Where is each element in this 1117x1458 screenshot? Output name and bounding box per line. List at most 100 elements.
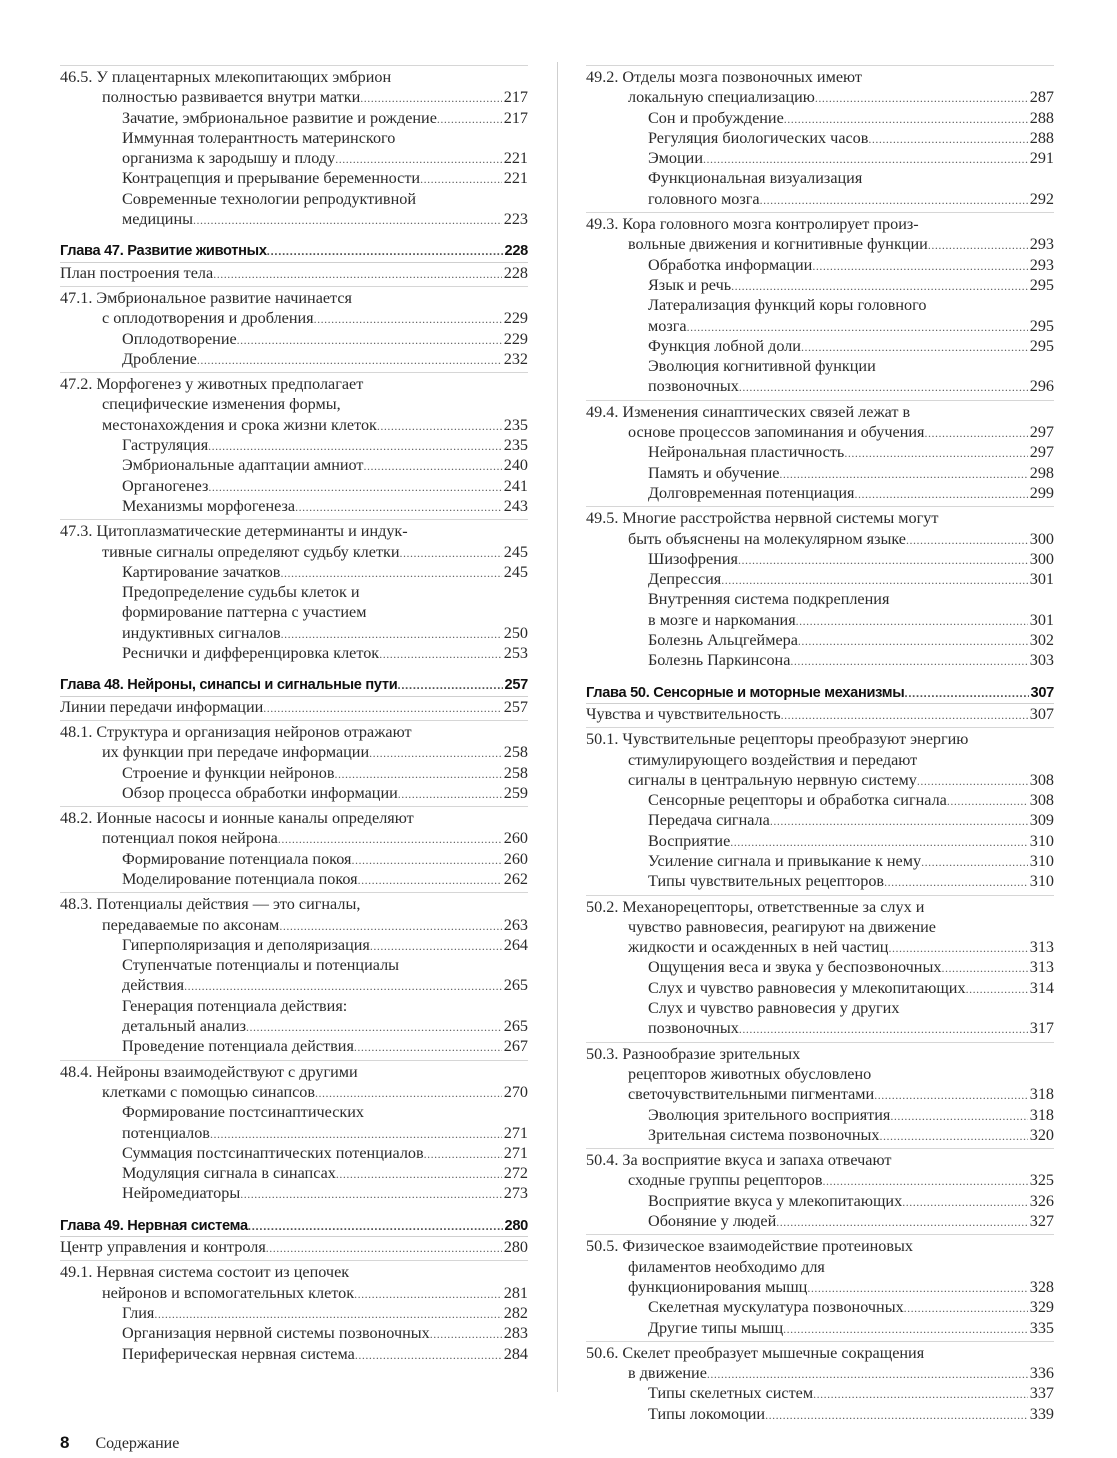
toc-entry-sub[interactable]: Контрацепция и прерывание беременности 22… [60, 168, 528, 188]
toc-entry-sub[interactable]: Внутренняя система подкрепления в мозге и… [586, 589, 1054, 630]
toc-entry-intro[interactable]: Чувства и чувствительность 307 [586, 704, 1054, 724]
toc-entry-sub[interactable]: Слух и чувство равновесия у других позвон… [586, 998, 1054, 1039]
toc-entry-section[interactable]: 47.1. Эмбриональное развитие начинается с… [60, 285, 528, 329]
toc-entry-sub[interactable]: Сенсорные рецепторы и обработка сигнала 3… [586, 790, 1054, 810]
toc-entry-sub[interactable]: Латерализация функций коры головного мозг… [586, 295, 1054, 336]
toc-entry-section[interactable]: 49.5. Многие расстройства нервной систем… [586, 506, 1054, 549]
toc-entry-chapter[interactable]: Глава 49. Нервная система 280 [60, 1216, 528, 1238]
toc-entry-section[interactable]: 50.1. Чувствительные рецепторы преобразу… [586, 727, 1054, 790]
toc-entry-intro[interactable]: План построения тела 228 [60, 263, 528, 283]
toc-entry-section[interactable]: 49.3. Кора головного мозга контролирует … [586, 212, 1054, 255]
toc-entry-sub[interactable]: Строение и функции нейронов 258 [60, 763, 528, 783]
toc-entry-sub[interactable]: Предопределение судьбы клеток и формирова… [60, 582, 528, 643]
toc-entry-sub[interactable]: Болезнь Альцгеймера 302 [586, 630, 1054, 650]
toc-entry-sub[interactable]: Нейрональная пластичность 297 [586, 442, 1054, 462]
toc-entry-section[interactable]: 49.1. Нервная система состоит из цепочек… [60, 1260, 528, 1303]
toc-entry-sub[interactable]: Обработка информации 293 [586, 255, 1054, 275]
toc-entry-sub[interactable]: Генерация потенциала действия: детальный … [60, 996, 528, 1037]
toc-entry-line: клетками с помощью синапсов 270 [60, 1082, 528, 1102]
toc-entry-sub[interactable]: Эмоции 291 [586, 148, 1054, 168]
toc-entry-sub[interactable]: Формирование постсинаптических потенциало… [60, 1102, 528, 1143]
toc-entry-sub[interactable]: Модуляция сигнала в синапсах 272 [60, 1163, 528, 1183]
toc-entry-sub[interactable]: Гаструляция 235 [60, 435, 528, 455]
toc-entry-intro[interactable]: Центр управления и контроля 280 [60, 1237, 528, 1257]
toc-entry-section[interactable]: 49.2. Отделы мозга позвоночных имеют лока… [586, 65, 1054, 108]
toc-entry-sub[interactable]: Гиперполяризация и деполяризация 264 [60, 935, 528, 955]
toc-page-number: 295 [1029, 275, 1054, 294]
toc-entry-sub[interactable]: Иммунная толерантность материнского орган… [60, 128, 528, 169]
toc-entry-sub[interactable]: Депрессия 301 [586, 569, 1054, 589]
toc-entry-sub[interactable]: Усиление сигнала и привыкание к нему 310 [586, 851, 1054, 871]
toc-entry-sub[interactable]: Функция лобной доли 295 [586, 336, 1054, 356]
toc-entry-section[interactable]: 50.5. Физическое взаимодействие протеино… [586, 1234, 1054, 1297]
toc-entry-section[interactable]: 50.6. Скелет преобразует мышечные сокращ… [586, 1340, 1054, 1384]
toc-entry-sub[interactable]: Другие типы мышц 335 [586, 1318, 1054, 1338]
toc-entry-sub[interactable]: Ступенчатые потенциалы и потенциалы дейст… [60, 955, 528, 996]
toc-entry-section[interactable]: 48.1. Структура и организация нейронов о… [60, 719, 528, 763]
toc-entry-sub[interactable]: Проведение потенциала действия 267 [60, 1036, 528, 1056]
toc-entry-section[interactable]: 47.3. Цитоплазматические детерминанты и … [60, 519, 528, 562]
toc-entry-sub[interactable]: Обоняние у людей 327 [586, 1211, 1054, 1231]
toc-entry-sub[interactable]: Типы локомоции 339 [586, 1404, 1054, 1424]
toc-entry-sub[interactable]: Эмбриональные адаптации амниот 240 [60, 455, 528, 475]
toc-entry-section[interactable]: 48.3. Потенциалы действия — это сигналы,… [60, 892, 528, 935]
toc-entry-sub[interactable]: Долговременная потенциация 299 [586, 483, 1054, 503]
toc-entry-sub[interactable]: Механизмы морфогенеза 243 [60, 496, 528, 516]
toc-entry-sub[interactable]: Типы скелетных систем 337 [586, 1383, 1054, 1403]
toc-entry-sub[interactable]: Современные технологии репродуктивной мед… [60, 189, 528, 230]
toc-entry-section[interactable]: 49.4. Изменения синаптических связей леж… [586, 399, 1054, 443]
toc-entry-sub[interactable]: Реснички и дифференцировка клеток 253 [60, 643, 528, 663]
toc-page-number: 325 [1029, 1171, 1054, 1190]
toc-entry-sub[interactable]: Память и обучение 298 [586, 463, 1054, 483]
toc-entry-sub[interactable]: Зрительная система позвоночных 320 [586, 1125, 1054, 1145]
toc-entry-sub[interactable]: Оплодотворение 229 [60, 329, 528, 349]
toc-entry-section[interactable]: 46.5. У плацентарных млекопитающих эмбри… [60, 65, 528, 108]
toc-entry-sub[interactable]: Эволюция зрительного восприятия 318 [586, 1105, 1054, 1125]
toc-entry-sub[interactable]: Типы чувствительных рецепторов 310 [586, 871, 1054, 891]
toc-entry-sub[interactable]: Функциональная визуализация головного моз… [586, 168, 1054, 209]
toc-entry-section[interactable]: 47.2. Морфогенез у животных предполагает… [60, 372, 528, 435]
toc-entry-sub[interactable]: Нейромедиаторы 273 [60, 1183, 528, 1203]
toc-page-number: 313 [1029, 958, 1054, 977]
toc-entry-chapter[interactable]: Глава 50. Сенсорные и моторные механизмы… [586, 683, 1054, 704]
toc-entry-sub[interactable]: Обзор процесса обработки информации 259 [60, 783, 528, 803]
toc-entry-sub[interactable]: Болезнь Паркинсона 303 [586, 650, 1054, 670]
toc-entry-sub[interactable]: Сон и пробуждение 288 [586, 108, 1054, 128]
toc-entry-sub[interactable]: Шизофрения 300 [586, 549, 1054, 569]
toc-entry-sub[interactable]: Восприятие 310 [586, 831, 1054, 851]
toc-entry-sub[interactable]: Дробление 232 [60, 349, 528, 369]
toc-entry-line: Реснички и дифференцировка клеток 253 [60, 643, 528, 663]
toc-entry-chapter[interactable]: Глава 47. Развитие животных 228 [60, 241, 528, 263]
toc-entry-chapter[interactable]: Глава 48. Нейроны, синапсы и сигнальные … [60, 675, 528, 697]
toc-entry-title: Модуляция сигнала в синапсах [122, 1164, 336, 1183]
toc-entry-sub[interactable]: Ощущения веса и звука у беспозвоночных 31… [586, 957, 1054, 977]
toc-entry-sub[interactable]: Моделирование потенциала покоя 262 [60, 869, 528, 889]
toc-entry-sub[interactable]: Органогенез 241 [60, 476, 528, 496]
toc-entry-sub[interactable]: Передача сигнала 309 [586, 810, 1054, 830]
toc-entry-intro[interactable]: Линии передачи информации 257 [60, 697, 528, 717]
toc-entry-title: локальную специализацию [628, 88, 815, 107]
toc-entry-title: Моделирование потенциала покоя [122, 869, 358, 888]
dot-leader [280, 562, 501, 582]
toc-entry-sub[interactable]: Формирование потенциала покоя 260 [60, 849, 528, 869]
toc-entry-sub[interactable]: Организация нервной системы позвоночных 2… [60, 1323, 528, 1343]
toc-entry-section[interactable]: 48.2. Ионные насосы и ионные каналы опре… [60, 806, 528, 849]
toc-entry-title: 48.2. Ионные насосы и ионные каналы опре… [60, 809, 414, 828]
toc-entry-sub[interactable]: Восприятие вкуса у млекопитающих 326 [586, 1191, 1054, 1211]
toc-entry-section[interactable]: 50.3. Разнообразие зрительных рецепторов … [586, 1041, 1054, 1105]
toc-entry-sub[interactable]: Слух и чувство равновесия у млекопитающи… [586, 978, 1054, 998]
toc-entry-sub[interactable]: Картирование зачатков 245 [60, 562, 528, 582]
toc-entry-section[interactable]: 50.2. Механорецепторы, ответственные за … [586, 894, 1054, 958]
toc-entry-sub[interactable]: Суммация постсинаптических потенциалов 27… [60, 1143, 528, 1163]
toc-page-number: 232 [503, 349, 528, 368]
toc-entry-section[interactable]: 50.4. За восприятие вкуса и запаха отвеч… [586, 1148, 1054, 1191]
toc-entry-sub[interactable]: Глия 282 [60, 1303, 528, 1323]
toc-entry-sub[interactable]: Скелетная мускулатура позвоночных 329 [586, 1297, 1054, 1317]
toc-entry-sub[interactable]: Язык и речь 295 [586, 275, 1054, 295]
toc-entry-sub[interactable]: Периферическая нервная система 284 [60, 1344, 528, 1364]
toc-entry-sub[interactable]: Зачатие, эмбриональное развитие и рожден… [60, 108, 528, 128]
toc-entry-section[interactable]: 48.4. Нейроны взаимодействуют с другими к… [60, 1059, 528, 1103]
dot-leader [904, 1297, 1028, 1317]
toc-entry-sub[interactable]: Регуляция биологических часов 288 [586, 128, 1054, 148]
